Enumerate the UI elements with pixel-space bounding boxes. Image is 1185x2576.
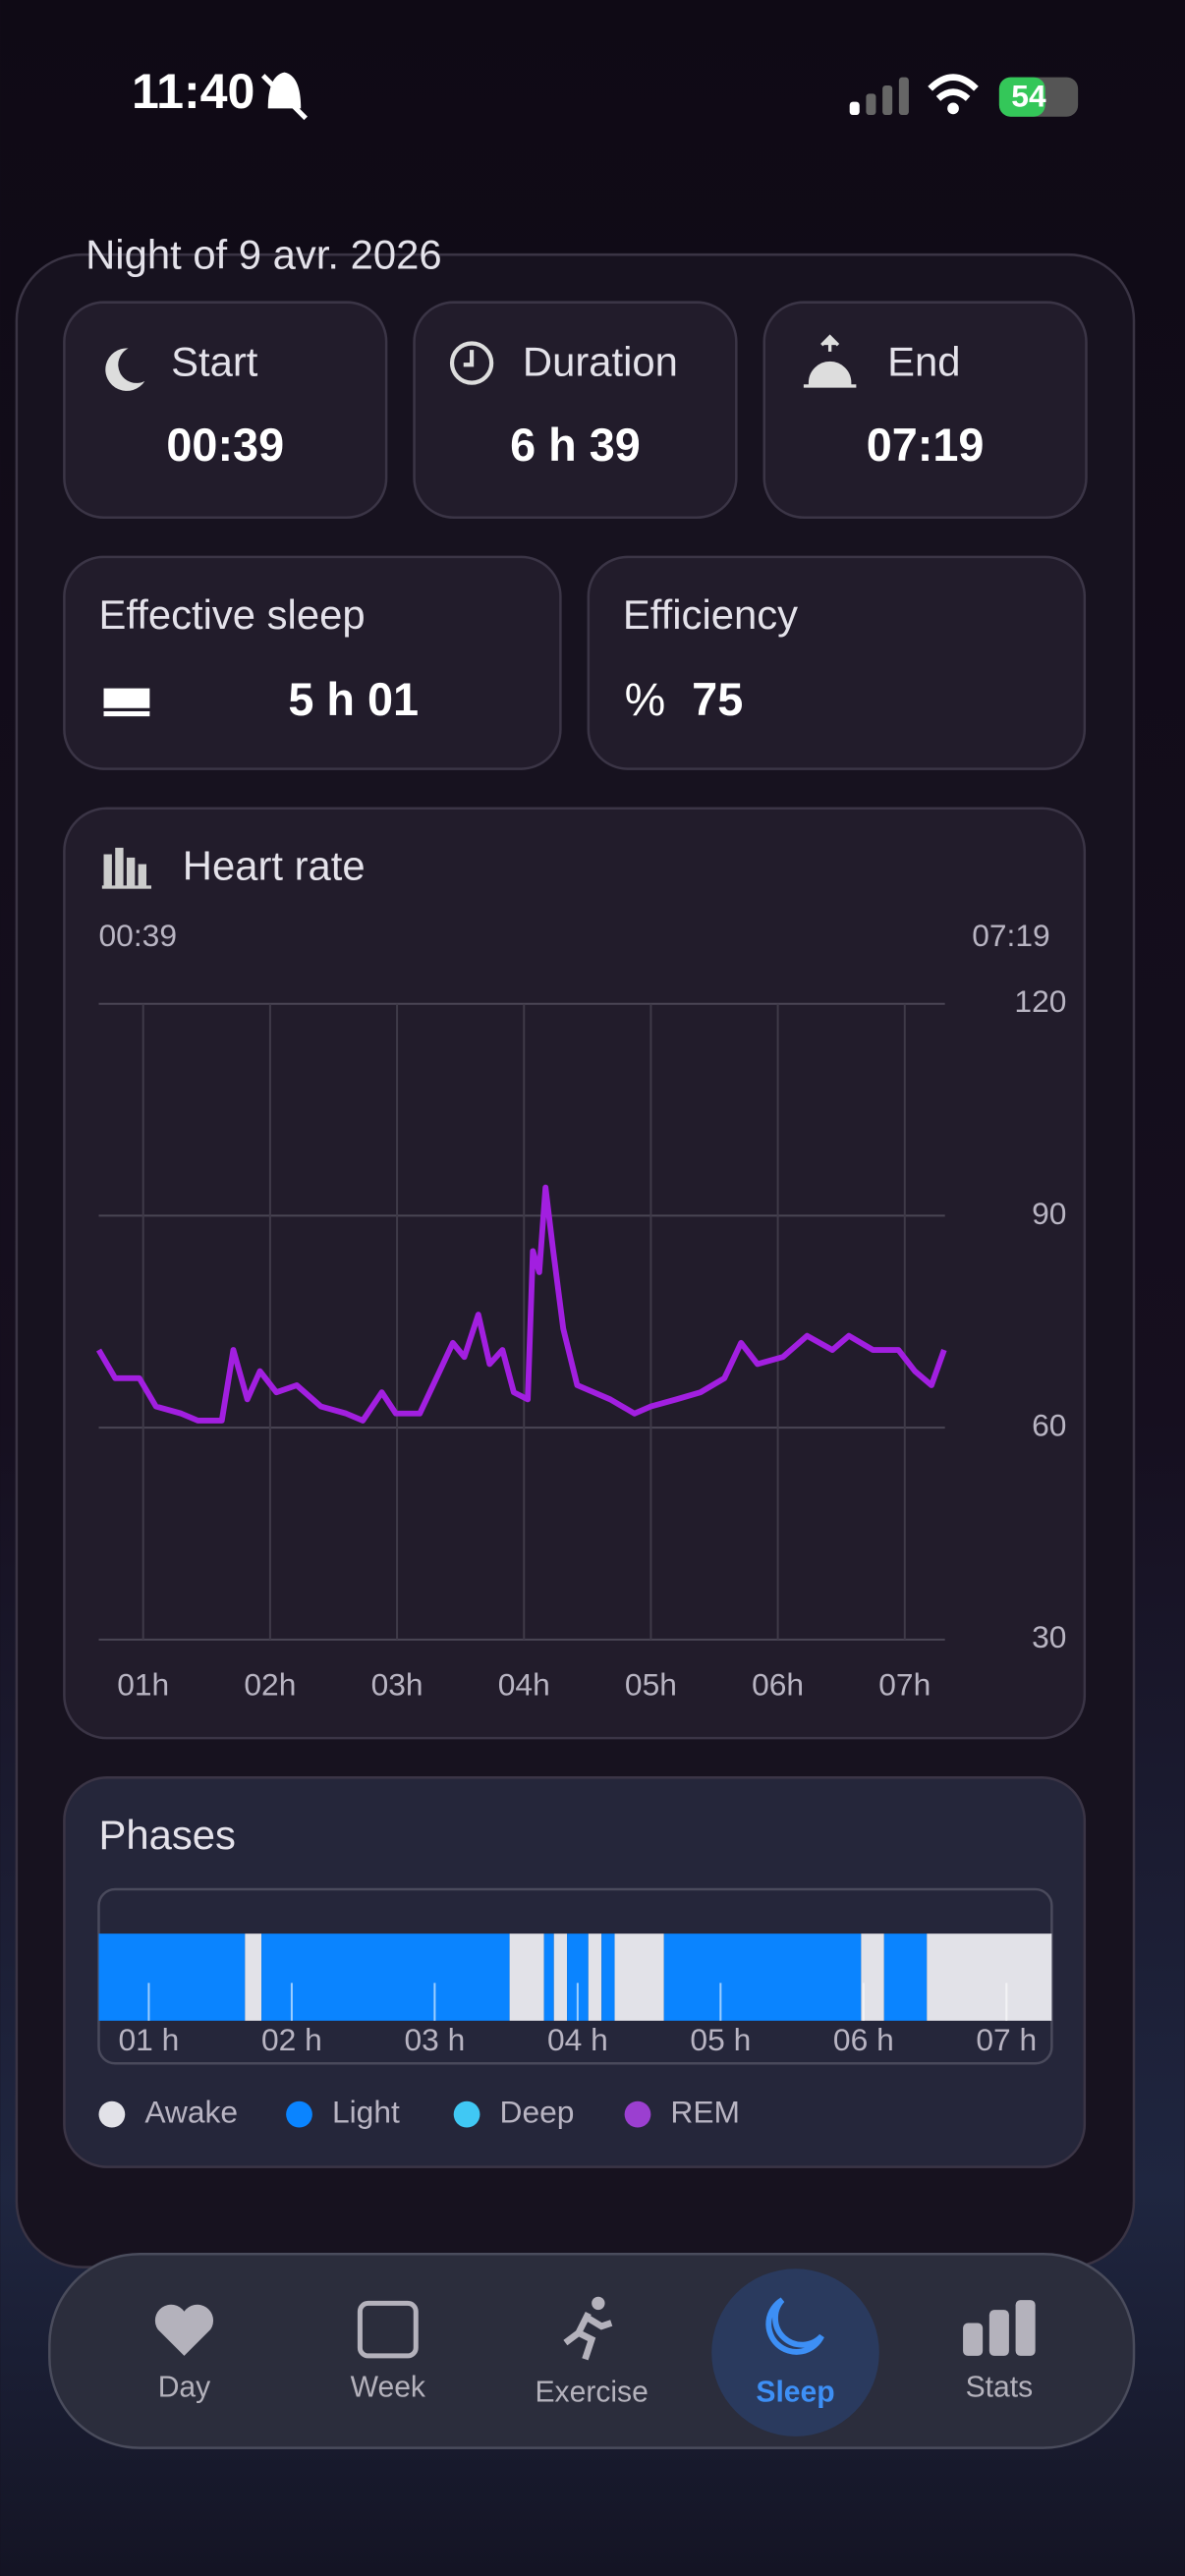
- phase-segment: [245, 1933, 262, 2021]
- end-value: 07:19: [867, 420, 985, 471]
- range-end: 07:19: [972, 918, 1050, 953]
- exercise-icon[interactable]: [563, 2311, 613, 2361]
- duration-value: 6 h 39: [510, 420, 641, 471]
- phase-segment: [927, 1933, 1052, 2021]
- phase-tick-label: 02 h: [261, 2022, 322, 2057]
- bed-icon: [100, 685, 153, 720]
- chart-icon: [101, 847, 152, 889]
- heart-rate-title: Heart rate: [183, 843, 366, 889]
- legend-label: Deep: [500, 2095, 575, 2130]
- tab-label[interactable]: Day: [158, 2371, 211, 2403]
- duration-label: Duration: [523, 338, 678, 384]
- clock-icon: [449, 341, 494, 385]
- tab-label[interactable]: Week: [351, 2371, 426, 2403]
- end-card: [762, 301, 1088, 519]
- phase-segment: [601, 1933, 615, 2021]
- phase-tick-label: 06 h: [833, 2022, 894, 2057]
- clock-hands: [463, 350, 475, 367]
- heart-rate-card: [63, 807, 1087, 1740]
- phase-tick-label: 03 h: [404, 2022, 465, 2057]
- tab-label[interactable]: Sleep: [756, 2376, 834, 2408]
- phase-segment: [883, 1933, 928, 2021]
- legend-swatch: [98, 2100, 126, 2128]
- phases-title: Phases: [99, 1812, 236, 1858]
- tab-label[interactable]: Stats: [966, 2371, 1034, 2403]
- battery-level: [998, 77, 1045, 117]
- wifi-dot: [947, 102, 959, 115]
- sleep-icon[interactable]: [765, 2297, 824, 2355]
- phase-segment: [861, 1933, 884, 2021]
- status-time: 11:40: [132, 64, 255, 119]
- phase-segment: [509, 1933, 544, 2021]
- legend-label: REM: [670, 2095, 740, 2130]
- phase-segment: [98, 1933, 246, 2021]
- day-icon[interactable]: [154, 2304, 214, 2356]
- x-tick-label: 03h: [371, 1667, 423, 1703]
- start-value: 00:39: [166, 420, 284, 471]
- phase-tick-label: 01 h: [119, 2022, 180, 2057]
- phase-tick-label: 04 h: [547, 2022, 608, 2057]
- efficiency-value: 75: [692, 674, 743, 725]
- moon-icon: [105, 348, 145, 391]
- night-title: Night of 9 avr. 2026: [85, 232, 441, 278]
- y-tick-label: 120: [1014, 983, 1066, 1019]
- x-tick-label: 02h: [244, 1667, 296, 1703]
- y-tick-label: 60: [1032, 1408, 1066, 1443]
- bell-off-icon: [260, 72, 308, 121]
- phase-segment: [567, 1933, 589, 2021]
- end-label: End: [887, 338, 960, 384]
- effective-label: Effective sleep: [99, 591, 366, 638]
- efficiency-label: Efficiency: [623, 591, 798, 638]
- sunrise-icon: [803, 334, 857, 388]
- efficiency-unit: %: [625, 674, 666, 725]
- stats-icon[interactable]: [963, 2300, 1036, 2356]
- x-tick-label: 04h: [498, 1667, 550, 1703]
- phase-segment: [663, 1933, 862, 2021]
- phase-segment: [553, 1933, 568, 2021]
- signal-icon: [849, 77, 909, 116]
- legend-swatch: [453, 2100, 480, 2128]
- effective-card: [63, 555, 562, 770]
- phase-segment: [588, 1933, 602, 2021]
- x-tick-label: 06h: [752, 1667, 804, 1703]
- phase-tick-label: 05 h: [690, 2022, 751, 2057]
- x-tick-label: 05h: [625, 1667, 677, 1703]
- heart-rate-line: [95, 1184, 947, 1424]
- legend-label: Light: [332, 2095, 400, 2130]
- week-icon[interactable]: [357, 2300, 419, 2359]
- x-tick-label: 07h: [878, 1667, 931, 1703]
- legend-label: Awake: [144, 2095, 238, 2130]
- start-label: Start: [171, 338, 258, 384]
- range-start: 00:39: [99, 918, 178, 953]
- phase-segment: [543, 1933, 554, 2021]
- duration-card: [413, 301, 738, 519]
- battery-text: 54: [1011, 79, 1046, 114]
- exercise-head: [592, 2296, 605, 2311]
- wifi-icon: [928, 74, 979, 101]
- effective-value: 5 h 01: [288, 674, 419, 725]
- efficiency-card: [587, 555, 1087, 770]
- tab-label[interactable]: Exercise: [535, 2376, 648, 2408]
- phase-segment: [261, 1933, 510, 2021]
- y-tick-label: 30: [1032, 1619, 1066, 1654]
- phase-tick-label: 07 h: [976, 2022, 1037, 2057]
- x-tick-label: 01h: [117, 1667, 169, 1703]
- y-tick-label: 90: [1032, 1196, 1066, 1231]
- legend-swatch: [624, 2100, 651, 2128]
- phase-segment: [614, 1933, 664, 2021]
- legend-swatch: [286, 2100, 312, 2128]
- start-card: [63, 301, 388, 519]
